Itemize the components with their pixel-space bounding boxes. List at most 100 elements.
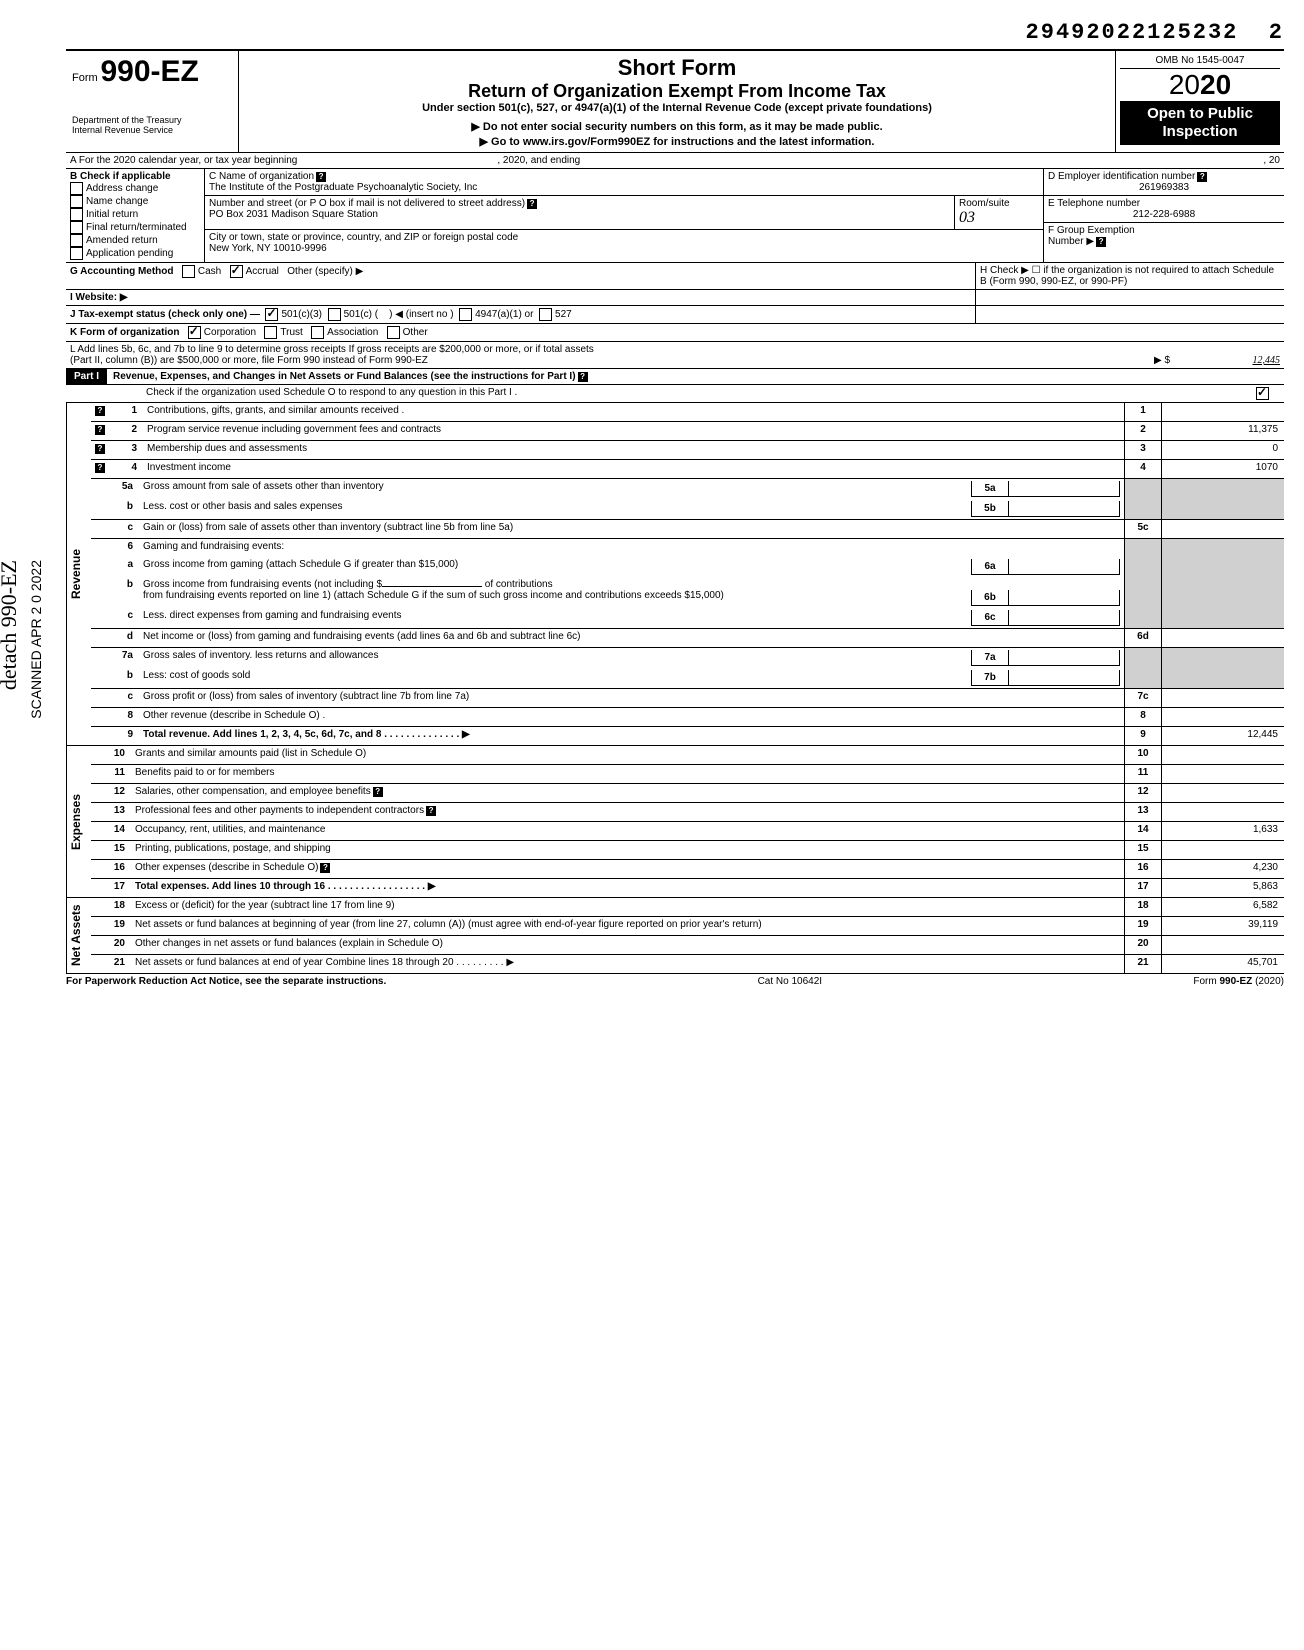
help-icon[interactable]: ? <box>578 372 588 382</box>
line-6d-desc: Net income or (loss) from gaming and fun… <box>139 629 1124 647</box>
help-icon[interactable]: ? <box>316 172 326 182</box>
telephone: 212-228-6988 <box>1048 209 1280 220</box>
checkbox-amended-return[interactable] <box>70 234 83 247</box>
handwritten-side-note: detach 990-EZ <box>0 560 22 690</box>
line-5c-desc: Gain or (loss) from sale of assets other… <box>139 520 1124 538</box>
line-17-desc: Total expenses. Add lines 10 through 16 … <box>131 879 1124 897</box>
part-i-header-row: Part I Revenue, Expenses, and Changes in… <box>66 368 1284 384</box>
line-15-desc: Printing, publications, postage, and shi… <box>131 841 1124 859</box>
line-num-5b: b <box>111 499 139 519</box>
part-i-check-o: Check if the organization used Schedule … <box>66 385 1284 402</box>
help-icon[interactable]: ? <box>373 787 383 797</box>
line-7c-desc: Gross profit or (loss) from sales of inv… <box>139 689 1124 707</box>
tax-year: 2020 <box>1120 69 1280 101</box>
box-val-19: 39,119 <box>1161 917 1284 935</box>
label-501c3: 501(c)(3) <box>281 309 322 320</box>
help-icon[interactable]: ? <box>320 863 330 873</box>
line-num-13: 13 <box>91 803 131 821</box>
footer-cat-no: Cat No 10642I <box>758 976 823 987</box>
section-h: H Check ▶ ☐ if the organization is not r… <box>976 263 1284 289</box>
line-num-2: 2 <box>115 422 143 440</box>
label-corporation: Corporation <box>204 327 256 338</box>
box-val-1 <box>1161 403 1284 421</box>
box-val-5c <box>1161 520 1284 538</box>
box-num-6d: 6d <box>1124 629 1161 647</box>
title-short-form: Short Form <box>245 55 1109 81</box>
checkbox-527[interactable] <box>539 308 552 321</box>
line-num-10: 10 <box>91 746 131 764</box>
line-num-11: 11 <box>91 765 131 783</box>
dept-irs: Internal Revenue Service <box>72 125 232 135</box>
checkbox-initial-return[interactable] <box>70 208 83 221</box>
ein: 261969383 <box>1048 182 1280 193</box>
help-icon[interactable]: ? <box>527 199 537 209</box>
help-icon[interactable]: ? <box>95 444 105 454</box>
help-icon[interactable]: ? <box>426 806 436 816</box>
checkbox-address-change[interactable] <box>70 182 83 195</box>
help-icon[interactable]: ? <box>1096 237 1106 247</box>
section-f-label: F Group Exemption <box>1048 225 1135 236</box>
checkbox-4947a1[interactable] <box>459 308 472 321</box>
line-num-18: 18 <box>91 898 131 916</box>
label-other-org: Other <box>403 327 428 338</box>
label-amended-return: Amended return <box>86 235 158 246</box>
line-num-8: 8 <box>111 708 139 726</box>
label-application-pending: Application pending <box>86 248 173 259</box>
expenses-section-label: Expenses <box>66 746 91 897</box>
checkbox-other-org[interactable] <box>387 326 400 339</box>
checkbox-final-return[interactable] <box>70 221 83 234</box>
section-l-line1: L Add lines 5b, 6c, and 7b to line 9 to … <box>70 344 1280 355</box>
line-num-19: 19 <box>91 917 131 935</box>
label-other-method: Other (specify) ▶ <box>287 266 363 277</box>
box-num-9: 9 <box>1124 727 1161 745</box>
title-return: Return of Organization Exempt From Incom… <box>245 81 1109 102</box>
box-val-14: 1,633 <box>1161 822 1284 840</box>
help-icon[interactable]: ? <box>95 425 105 435</box>
line-num-17: 17 <box>91 879 131 897</box>
help-icon[interactable]: ? <box>95 406 105 416</box>
checkbox-schedule-o[interactable] <box>1256 387 1269 400</box>
box-val-21: 45,701 <box>1161 955 1284 973</box>
line-6c-desc: Less. direct expenses from gaming and fu… <box>143 610 971 626</box>
section-b-header: B Check if applicable <box>70 171 200 182</box>
checkbox-501c[interactable] <box>328 308 341 321</box>
line-num-6: 6 <box>111 539 139 557</box>
box-num-7c: 7c <box>1124 689 1161 707</box>
line-a-tax-year: A For the 2020 calendar year, or tax yea… <box>66 152 1284 168</box>
help-icon[interactable]: ? <box>1197 172 1207 182</box>
line-num-7b: b <box>111 668 139 688</box>
checkbox-association[interactable] <box>311 326 324 339</box>
title-under-section: Under section 501(c), 527, or 4947(a)(1)… <box>245 102 1109 114</box>
line-20-desc: Other changes in net assets or fund bala… <box>131 936 1124 954</box>
title-goto-url: ▶ Go to www.irs.gov/Form990EZ for instru… <box>245 135 1109 148</box>
footer-paperwork: For Paperwork Reduction Act Notice, see … <box>66 976 386 987</box>
box-num-1: 1 <box>1124 403 1161 421</box>
section-l-value: 12,445 <box>1170 355 1280 366</box>
page-footer: For Paperwork Reduction Act Notice, see … <box>66 973 1284 987</box>
line-4-desc: Investment income <box>143 460 1124 478</box>
checkbox-trust[interactable] <box>264 326 277 339</box>
line-6b-desc3: from fundraising events reported on line… <box>143 590 971 606</box>
checkbox-501c3[interactable] <box>265 308 278 321</box>
section-j-label: J Tax-exempt status (check only one) — <box>70 309 260 320</box>
part-i-title: Revenue, Expenses, and Changes in Net As… <box>107 371 588 382</box>
box-num-8: 8 <box>1124 708 1161 726</box>
checkbox-name-change[interactable] <box>70 195 83 208</box>
box-val-8 <box>1161 708 1284 726</box>
inner-box-6b: 6b <box>971 590 1008 606</box>
section-e-label: E Telephone number <box>1048 198 1140 209</box>
form-header: Form 990-EZ Department of the Treasury I… <box>66 49 1284 152</box>
line-num-20: 20 <box>91 936 131 954</box>
checkbox-application-pending[interactable] <box>70 247 83 260</box>
section-c-label: C Name of organization <box>209 171 314 182</box>
help-icon[interactable]: ? <box>95 463 105 473</box>
line-10-desc: Grants and similar amounts paid (list in… <box>131 746 1124 764</box>
section-l-arrow: ▶ $ <box>1154 355 1170 366</box>
line-num-6a: a <box>111 557 139 577</box>
box-val-16: 4,230 <box>1161 860 1284 878</box>
checkbox-accrual[interactable] <box>230 265 243 278</box>
net-assets-section-label: Net Assets <box>66 898 91 973</box>
org-name: The Institute of the Postgraduate Psycho… <box>209 182 477 193</box>
checkbox-corporation[interactable] <box>188 326 201 339</box>
checkbox-cash[interactable] <box>182 265 195 278</box>
